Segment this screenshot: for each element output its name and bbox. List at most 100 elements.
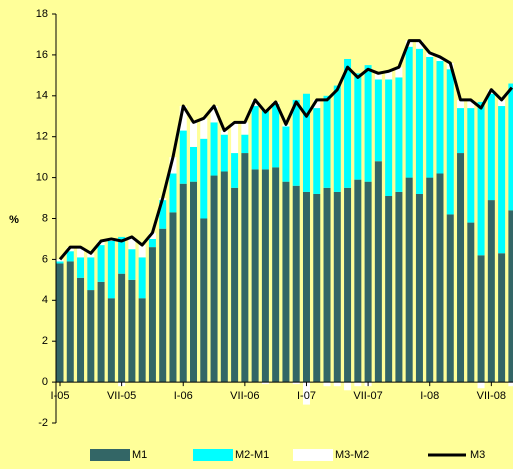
bar-segment: [241, 153, 249, 383]
bar-segment: [508, 382, 513, 387]
bar-segment: [302, 382, 310, 405]
bar-segment: [159, 228, 167, 383]
y-tick-label: 10: [36, 172, 48, 184]
x-tick-label: I-06: [174, 390, 193, 402]
bar-segment: [457, 153, 465, 383]
bar-segment: [190, 146, 198, 182]
bar-segment: [220, 130, 228, 135]
bar-segment: [97, 281, 105, 383]
x-tick-label: I-08: [420, 390, 439, 402]
bar-segment: [323, 382, 331, 387]
bar-segment: [128, 279, 136, 383]
bar-segment: [56, 259, 64, 262]
x-tick-label: I-05: [51, 390, 70, 402]
bar-segment: [374, 161, 382, 383]
legend-label: M3: [470, 449, 485, 461]
bar-segment: [272, 167, 280, 383]
x-tick-label: VII-07: [353, 390, 382, 402]
y-tick-label: 14: [36, 90, 48, 102]
bar-segment: [487, 93, 495, 201]
legend-label: M3-M2: [335, 449, 369, 461]
line-series: [58, 39, 513, 261]
bar-segment: [436, 173, 444, 383]
bar-segment: [292, 185, 300, 383]
bar-segment: [210, 122, 218, 176]
bar-segment: [405, 177, 413, 383]
bar-segment: [426, 177, 434, 383]
bar-segment: [66, 251, 74, 262]
legend-label: M1: [132, 449, 147, 461]
bar-segment: [333, 382, 341, 387]
bar-segment: [241, 122, 249, 135]
bar-segment: [415, 48, 423, 194]
bar-segment: [313, 193, 321, 383]
bar-segment: [344, 58, 352, 188]
bar-segment: [477, 255, 485, 383]
bar-segment: [477, 101, 485, 256]
bar-segment: [56, 263, 64, 383]
bar-segment: [498, 99, 506, 107]
bar-segment: [77, 247, 85, 258]
bar-segment: [118, 236, 126, 274]
bar-segment: [231, 122, 239, 154]
bar-segment: [385, 196, 393, 383]
bar-segment: [56, 261, 64, 264]
y-tick-label: 2: [42, 335, 48, 347]
bar-segment: [415, 40, 423, 49]
bar-segment: [251, 106, 259, 170]
bar-segment: [446, 69, 454, 215]
y-axis-label: %: [9, 214, 19, 226]
bar-segment: [282, 126, 290, 182]
bar-segment: [200, 218, 208, 383]
bar-segment: [251, 169, 259, 383]
bar-segment: [241, 134, 249, 154]
bar-segment: [467, 222, 475, 383]
bar-segment: [169, 173, 177, 213]
bar-segment: [302, 93, 310, 192]
y-tick-label: 6: [42, 253, 48, 265]
y-tick-label: -2: [38, 417, 48, 429]
bar-segment: [498, 253, 506, 383]
bar-segment: [220, 171, 228, 383]
bar-segment: [292, 99, 300, 186]
bar-segment: [77, 277, 85, 383]
bar-segment: [87, 290, 95, 383]
bar-segment: [313, 99, 321, 109]
y-tick-label: 18: [36, 8, 48, 20]
bar-segment: [426, 56, 434, 178]
bar-segment: [210, 175, 218, 383]
bar-segment: [354, 179, 362, 383]
y-tick-label: 12: [36, 131, 48, 143]
bar-segment: [364, 181, 372, 383]
bar-segment: [498, 106, 506, 254]
bar-segment: [292, 382, 300, 385]
bar-segment: [436, 56, 444, 62]
bar-segment: [333, 85, 341, 192]
bar-segment: [200, 138, 208, 219]
bar-segment: [282, 181, 290, 383]
bar-segment: [323, 95, 331, 188]
bar-segment: [477, 382, 485, 389]
bar-segment: [344, 382, 352, 391]
legend-swatch: [90, 449, 130, 461]
bar-segment: [385, 71, 393, 80]
x-tick-label: VII-08: [477, 390, 506, 402]
bar-segment: [138, 245, 146, 258]
bar-segment: [405, 46, 413, 178]
bar-segment: [508, 83, 513, 211]
bar-segment: [467, 99, 475, 109]
bar-segment: [333, 191, 341, 383]
bar-segment: [148, 232, 156, 239]
bar-segment: [457, 99, 465, 109]
bar-segment: [148, 247, 156, 383]
bar-segment: [487, 200, 495, 383]
bar-segment: [77, 257, 85, 278]
bar-segment: [354, 382, 362, 387]
bar-segment: [128, 249, 136, 280]
bar-segment: [169, 157, 177, 174]
bar-segment: [436, 61, 444, 174]
bar-segment: [385, 79, 393, 197]
bar-segment: [302, 191, 310, 383]
legend-label: M2-M1: [235, 449, 269, 461]
y-tick-label: 0: [42, 376, 48, 388]
